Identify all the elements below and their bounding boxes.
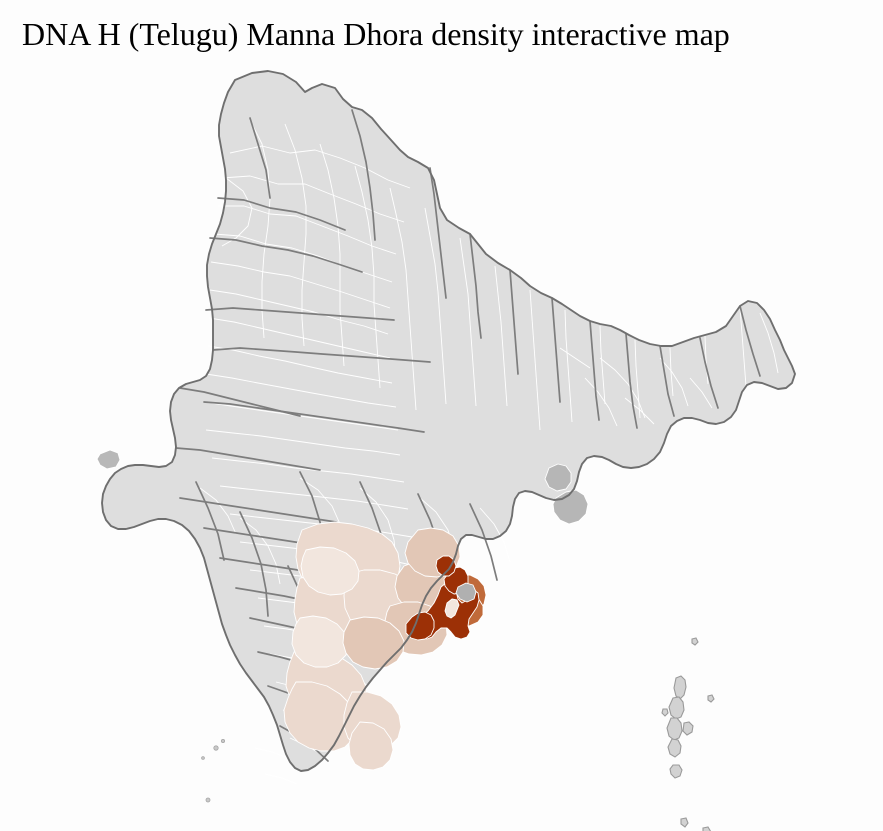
page-title: DNA H (Telugu) Manna Dhora density inter… [22,16,730,52]
map-svg[interactable] [0,58,883,831]
region-level-very-low[interactable] [292,547,359,667]
india-choropleth-map[interactable] [0,58,883,831]
lakshadweep-islands [201,739,225,803]
national-outline [102,71,795,771]
andaman-nicobar-islands [662,638,721,831]
region-level-very-high[interactable] [406,556,479,640]
